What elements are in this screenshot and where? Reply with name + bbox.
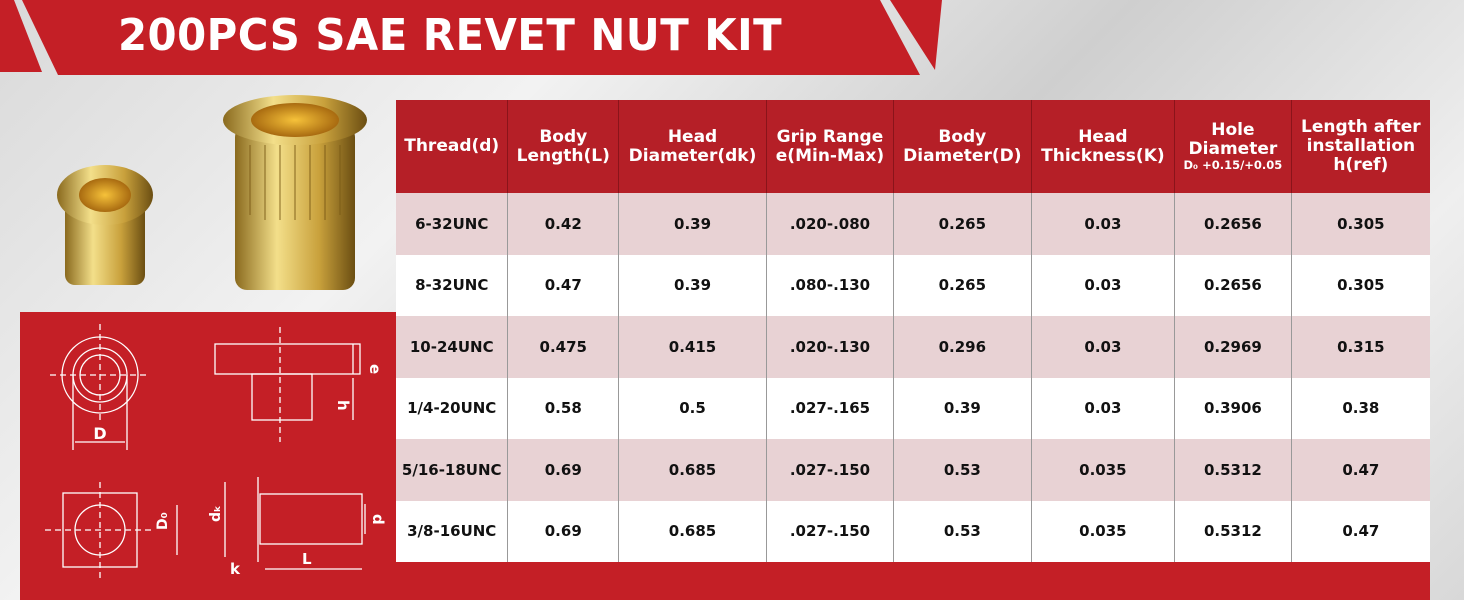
header-hole-diameter: Hole Diameter D₀ +0.15/+0.05 bbox=[1174, 100, 1292, 193]
table-cell: 0.39 bbox=[618, 193, 767, 255]
top-view-diagram: D bbox=[50, 324, 150, 450]
table-cell: 0.38 bbox=[1290, 377, 1430, 439]
label-d: d bbox=[369, 514, 387, 525]
page-title: 200PCS SAE REVET NUT KIT bbox=[118, 10, 783, 61]
table-cell: 0.415 bbox=[618, 316, 767, 378]
table-cell: 0.296 bbox=[892, 316, 1032, 378]
table-cell: 6-32UNC bbox=[396, 193, 508, 255]
label-k: k bbox=[230, 560, 241, 578]
label-D: D bbox=[93, 424, 106, 443]
table-cell: .027-.150 bbox=[765, 439, 894, 501]
table-row: 8-32UNC 0.47 0.39.080-.130 0.265 0.03 0.2656 0… bbox=[396, 254, 1430, 316]
table-cell: 0.475 bbox=[507, 316, 619, 378]
table-cell: 0.58 bbox=[507, 377, 619, 439]
table-cell: 0.265 bbox=[892, 193, 1032, 255]
table-row: 3/8-16UNC 0.69 0.685.027-.150 0.53 0.035 0.53… bbox=[396, 500, 1430, 562]
title-banner bbox=[0, 0, 942, 75]
table-cell: 0.035 bbox=[1030, 439, 1175, 501]
table-row: 10-24UNC 0.475 0.415.020-.130 0.296 0.03 0.29… bbox=[396, 316, 1430, 378]
header-row: Thread(d) Body Length(L) Head Diameter(dk)… bbox=[396, 100, 1430, 193]
section-diagram: dₖ d k L bbox=[208, 477, 387, 578]
table-cell: .027-.165 bbox=[765, 377, 894, 439]
large-rivet-nut bbox=[223, 95, 367, 290]
table-row: 1/4-20UNC 0.58 0.5.027-.165 0.39 0.03 0.3906 0… bbox=[396, 377, 1430, 439]
technical-diagram: D e h D₀ dₖ d k L bbox=[45, 324, 387, 582]
table-cell: 3/8-16UNC bbox=[396, 500, 508, 562]
table-cell: 0.685 bbox=[618, 500, 767, 562]
table-cell: 0.42 bbox=[507, 193, 619, 255]
spec-table: Thread(d) Body Length(L) Head Diameter(dk)… bbox=[396, 100, 1430, 562]
table-cell: 0.03 bbox=[1030, 193, 1175, 255]
header-grip-range: Grip Range e(Min-Max) bbox=[765, 100, 894, 193]
table-cell: .020-.080 bbox=[765, 193, 894, 255]
table-cell: 1/4-20UNC bbox=[396, 377, 508, 439]
header-thread: Thread(d) bbox=[396, 100, 508, 193]
hole-diagram: D₀ bbox=[45, 482, 178, 582]
table-row: 5/16-18UNC 0.69 0.685.027-.150 0.53 0.035 0.5… bbox=[396, 439, 1430, 501]
table-cell: .027-.150 bbox=[765, 500, 894, 562]
table-cell: 0.47 bbox=[1290, 439, 1430, 501]
table-cell: 10-24UNC bbox=[396, 316, 508, 378]
table-cell: 0.47 bbox=[1290, 500, 1430, 562]
table-cell: 0.3906 bbox=[1174, 377, 1292, 439]
label-e: e bbox=[366, 364, 384, 374]
table-cell: .020-.130 bbox=[765, 316, 894, 378]
table-cell: 0.305 bbox=[1290, 193, 1430, 255]
side-view-diagram: e h bbox=[214, 327, 384, 442]
label-h: h bbox=[334, 400, 352, 411]
rivet-nut-product-photo bbox=[57, 95, 367, 290]
table-cell: 0.53 bbox=[892, 439, 1032, 501]
label-dk: dₖ bbox=[208, 505, 224, 522]
table-cell: 0.69 bbox=[507, 439, 619, 501]
table-cell: 0.035 bbox=[1030, 500, 1175, 562]
table-cell: 0.39 bbox=[892, 377, 1032, 439]
header-head-diameter: Head Diameter(dk) bbox=[618, 100, 767, 193]
table-cell: 0.5312 bbox=[1174, 500, 1292, 562]
table-cell: 0.265 bbox=[892, 254, 1032, 316]
table-cell: 0.5 bbox=[618, 377, 767, 439]
header-length-after-installation: Length after installation h(ref) bbox=[1290, 100, 1430, 193]
table-cell: 8-32UNC bbox=[396, 254, 508, 316]
table-cell: 0.305 bbox=[1290, 254, 1430, 316]
table-cell: 0.03 bbox=[1030, 254, 1175, 316]
table-cell: .080-.130 bbox=[765, 254, 894, 316]
table-cell: 0.2969 bbox=[1174, 316, 1292, 378]
table-cell: 0.03 bbox=[1030, 316, 1175, 378]
table-cell: 5/16-18UNC bbox=[396, 439, 508, 501]
header-body-diameter: Body Diameter(D) bbox=[892, 100, 1032, 193]
table-cell: 0.39 bbox=[618, 254, 767, 316]
label-L: L bbox=[302, 550, 312, 568]
small-rivet-nut bbox=[57, 165, 153, 285]
header-body-length: Body Length(L) bbox=[507, 100, 619, 193]
table-cell: 0.2656 bbox=[1174, 254, 1292, 316]
table-cell: 0.2656 bbox=[1174, 193, 1292, 255]
table-cell: 0.03 bbox=[1030, 377, 1175, 439]
header-head-thickness: Head Thickness(K) bbox=[1030, 100, 1175, 193]
label-D0: D₀ bbox=[155, 512, 171, 530]
table-cell: 0.315 bbox=[1290, 316, 1430, 378]
table-cell: 0.53 bbox=[892, 500, 1032, 562]
table-row: 6-32UNC 0.42 0.39.020-.080 0.265 0.03 0.2656 0… bbox=[396, 193, 1430, 255]
table-cell: 0.47 bbox=[507, 254, 619, 316]
table-cell: 0.5312 bbox=[1174, 439, 1292, 501]
table-cell: 0.69 bbox=[507, 500, 619, 562]
table-cell: 0.685 bbox=[618, 439, 767, 501]
